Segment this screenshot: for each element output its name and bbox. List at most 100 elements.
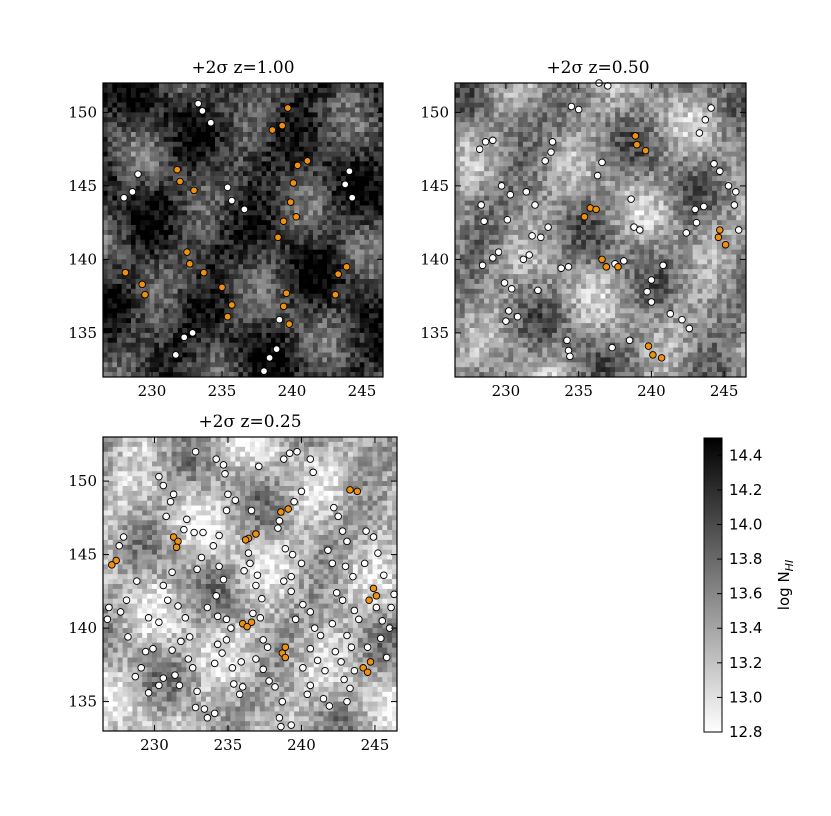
heatmap-cell <box>518 92 524 98</box>
heatmap-cell <box>107 372 113 378</box>
heatmap-cell <box>135 293 141 299</box>
heatmap-cell <box>107 97 113 103</box>
heatmap-cell <box>469 117 475 123</box>
heatmap-cell <box>247 239 253 245</box>
heatmap-cell <box>336 210 342 216</box>
heatmap-cell <box>629 146 635 152</box>
heatmap-cell <box>707 92 713 98</box>
heatmap-cell <box>308 122 314 128</box>
heatmap-cell <box>313 259 318 265</box>
heatmap-cell <box>224 230 230 236</box>
heatmap-cell <box>121 210 127 216</box>
heatmap-cell <box>112 185 118 192</box>
heatmap-cell <box>355 176 360 182</box>
heatmap-cell <box>149 200 155 206</box>
heatmap-cell <box>341 244 346 250</box>
heatmap-cell <box>378 210 384 216</box>
heatmap-cell <box>121 367 127 373</box>
heatmap-cell <box>369 362 374 368</box>
heatmap-cell <box>488 185 495 192</box>
heatmap-cell <box>224 367 230 373</box>
heatmap-cell <box>191 122 197 128</box>
heatmap-cell <box>355 136 360 143</box>
heatmap-cell <box>369 107 374 113</box>
heatmap-cell <box>345 151 351 157</box>
heatmap-cell <box>537 141 543 147</box>
heatmap-cell <box>513 156 519 162</box>
heatmap-cell <box>140 132 146 138</box>
heatmap-cell <box>205 283 211 290</box>
heatmap-cell <box>177 195 183 201</box>
heatmap-cell <box>163 230 169 236</box>
heatmap-cell <box>210 127 216 133</box>
heatmap-cell <box>140 244 146 250</box>
heatmap-cell <box>303 230 309 236</box>
heatmap-cell <box>289 136 295 143</box>
heatmap-cell <box>187 362 192 368</box>
heatmap-cell <box>327 293 332 299</box>
heatmap-cell <box>464 107 470 113</box>
heatmap-cell <box>112 136 118 143</box>
heatmap-cell <box>474 136 480 143</box>
heatmap-cell <box>373 205 379 211</box>
heatmap-cell <box>378 230 384 236</box>
heatmap-cell <box>257 347 262 353</box>
heatmap-cell <box>233 127 239 133</box>
heatmap-cell <box>317 83 323 89</box>
heatmap-cell <box>556 102 562 108</box>
heatmap-cell <box>479 166 485 172</box>
heatmap-cell <box>229 279 234 285</box>
heatmap-cell <box>131 83 136 89</box>
heatmap-cell <box>271 288 276 294</box>
heatmap-cell <box>145 146 150 152</box>
heatmap-cell <box>317 357 323 363</box>
heatmap-cell <box>455 112 461 118</box>
heatmap-cell <box>513 92 519 98</box>
heatmap-cell <box>716 161 723 167</box>
heatmap-cell <box>275 254 281 260</box>
heatmap-cell <box>355 210 360 216</box>
heatmap-cell <box>233 293 239 299</box>
heatmap-cell <box>369 146 374 152</box>
heatmap-cell <box>131 298 136 304</box>
x-tick-label: 230 <box>138 382 167 400</box>
heatmap-cell <box>682 122 689 128</box>
heatmap-cell <box>464 141 470 147</box>
heatmap-cell <box>219 215 225 221</box>
heatmap-cell <box>537 181 543 187</box>
heatmap-cell <box>163 225 169 231</box>
heatmap-cell <box>707 185 713 192</box>
heatmap-cell <box>140 166 146 172</box>
heatmap-cell <box>610 127 616 133</box>
heatmap-cell <box>585 117 592 123</box>
heatmap-cell <box>721 87 727 94</box>
heatmap-cell <box>257 293 262 299</box>
heatmap-cell <box>289 362 295 368</box>
heatmap-cell <box>257 200 262 206</box>
heatmap-cell <box>317 210 323 216</box>
heatmap-cell <box>131 372 136 378</box>
heatmap-cell <box>149 318 155 324</box>
heatmap-cell <box>731 166 737 172</box>
heatmap-cell <box>455 117 461 123</box>
heatmap-cell <box>721 132 727 138</box>
heatmap-cell <box>229 347 234 353</box>
heatmap-cell <box>247 313 253 319</box>
heatmap-cell <box>159 190 164 196</box>
heatmap-cell <box>103 259 108 265</box>
heatmap-cell <box>341 171 346 177</box>
heatmap-cell <box>542 97 548 103</box>
heatmap-cell <box>692 122 698 128</box>
heatmap-cell <box>135 264 141 270</box>
heatmap-cell <box>459 185 465 192</box>
heatmap-cell <box>294 112 300 118</box>
heatmap-cell <box>369 323 374 329</box>
heatmap-cell <box>345 112 351 118</box>
heatmap-cell <box>117 190 122 196</box>
heatmap-cell <box>595 185 601 192</box>
heatmap-cell <box>210 136 216 143</box>
heatmap-cell <box>168 195 174 201</box>
heatmap-cell <box>210 279 216 285</box>
heatmap-cell <box>327 87 332 94</box>
heatmap-cell <box>275 181 281 187</box>
